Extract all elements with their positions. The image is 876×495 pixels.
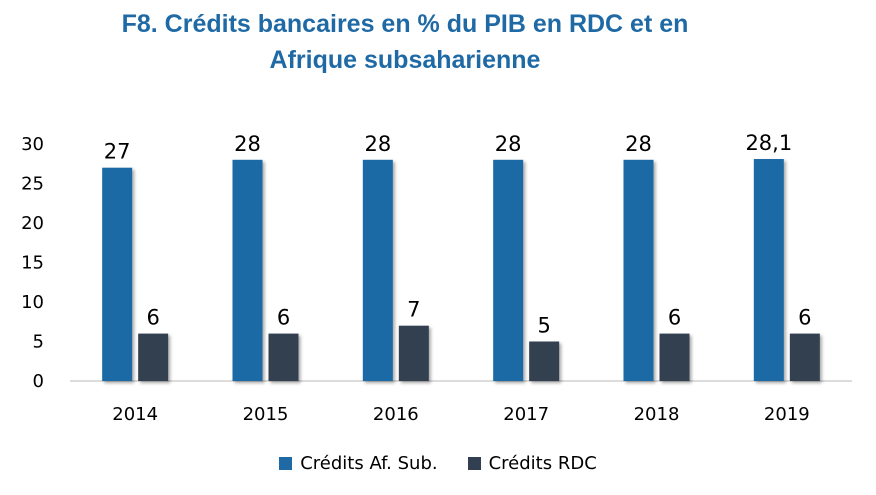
data-label-af-sub: 28	[234, 132, 261, 156]
y-tick-label: 15	[21, 253, 44, 274]
data-label-af-sub: 27	[104, 140, 131, 164]
x-tick-label: 2017	[503, 404, 549, 425]
y-tick-label: 5	[33, 332, 44, 353]
y-tick-label: 20	[21, 213, 44, 234]
bar-af-sub	[753, 159, 784, 381]
x-tick-label: 2014	[112, 404, 158, 425]
legend-item-af-sub: Crédits Af. Sub.	[279, 453, 438, 474]
legend-swatch-rdc	[467, 457, 481, 470]
data-label-rdc: 6	[277, 306, 290, 330]
bar-af-sub	[232, 159, 263, 381]
legend-label-af-sub: Crédits Af. Sub.	[300, 453, 438, 474]
data-label-rdc: 7	[407, 298, 420, 322]
data-label-rdc: 6	[146, 306, 159, 330]
y-tick-label: 0	[33, 371, 44, 392]
bar-af-sub	[102, 167, 133, 381]
legend-swatch-af-sub	[279, 457, 293, 470]
bar-rdc	[529, 341, 560, 381]
bar-rdc	[659, 333, 690, 381]
data-label-rdc: 6	[668, 306, 681, 330]
data-label-af-sub: 28	[495, 132, 522, 156]
data-label-af-sub: 28	[625, 132, 652, 156]
data-label-rdc: 6	[798, 306, 811, 330]
chart-title: F8. Crédits bancaires en % du PIB en RDC…	[0, 6, 810, 78]
x-tick-label: 2018	[634, 404, 680, 425]
data-label-rdc: 5	[537, 314, 550, 338]
legend-item-rdc: Crédits RDC	[467, 453, 597, 474]
bar-rdc	[268, 333, 299, 381]
x-tick-label: 2016	[373, 404, 419, 425]
legend-label-rdc: Crédits RDC	[488, 453, 597, 474]
bar-rdc	[398, 325, 429, 381]
data-label-af-sub: 28	[364, 132, 391, 156]
bar-af-sub	[362, 159, 393, 381]
bar-rdc	[789, 333, 820, 381]
chart-title-line-2: Afrique subsaharienne	[269, 46, 541, 74]
bar-af-sub	[493, 159, 524, 381]
y-tick-label: 10	[21, 292, 44, 313]
bar-rdc	[138, 333, 169, 381]
chart-title-line-1: F8. Crédits bancaires en % du PIB en RDC…	[121, 10, 689, 38]
y-tick-label: 25	[21, 174, 44, 195]
bar-af-sub	[623, 159, 654, 381]
data-label-af-sub: 28,1	[745, 131, 792, 155]
x-tick-label: 2019	[764, 404, 810, 425]
y-tick-label: 30	[21, 134, 44, 155]
x-tick-label: 2015	[243, 404, 289, 425]
legend: Crédits Af. Sub. Crédits RDC	[0, 453, 876, 474]
